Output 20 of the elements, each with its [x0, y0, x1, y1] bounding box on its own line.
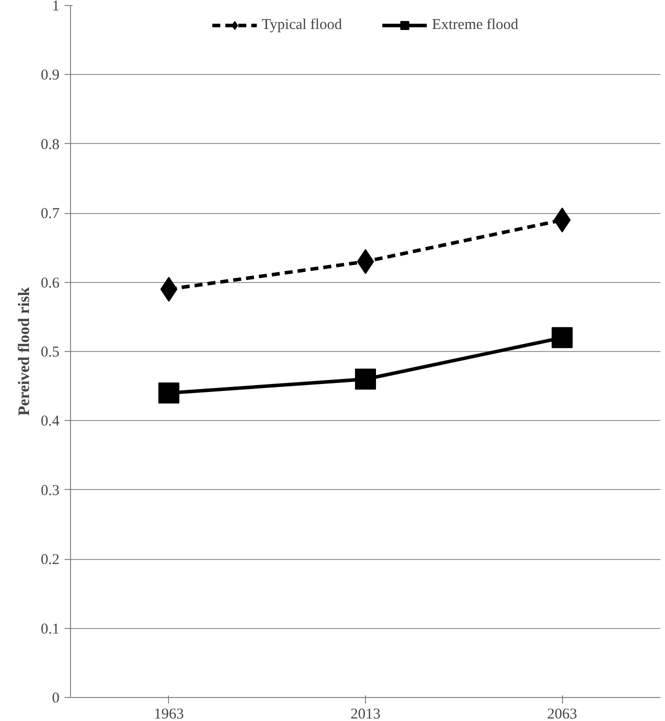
x-tick-label: 2013 — [350, 706, 380, 721]
y-tick-label: 0.1 — [40, 621, 60, 638]
y-tick-label: 0.4 — [40, 414, 60, 430]
y-axis-title: Pereived flood risk — [16, 287, 33, 416]
legend-label: Typical flood — [262, 16, 342, 34]
y-tick-label: 1 — [52, 0, 60, 14]
y-tick-label: 0.9 — [40, 68, 60, 84]
y-tick-label: 0.8 — [40, 136, 60, 153]
x-tick-label: 2063 — [547, 706, 578, 721]
y-tick-label: 0.7 — [40, 206, 60, 222]
y-tick-label: 0 — [52, 690, 60, 706]
point — [158, 382, 180, 404]
y-tick-label: 0.3 — [40, 482, 60, 499]
x-tick-label: 1963 — [154, 706, 184, 721]
y-tick-label: 0.6 — [40, 275, 60, 292]
legend-label: Extreme flood — [432, 16, 518, 34]
y-tick-label: 0.5 — [40, 344, 60, 360]
y-tick-label: 0.2 — [40, 552, 60, 568]
point — [552, 327, 573, 348]
point — [355, 368, 376, 390]
